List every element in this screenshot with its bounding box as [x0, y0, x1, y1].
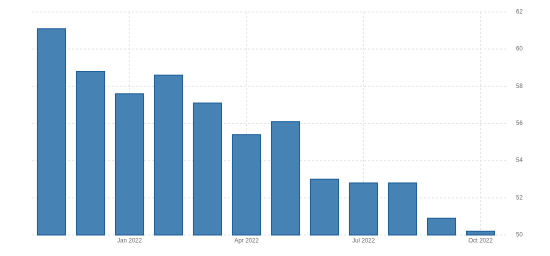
x-tick-label: Apr 2022	[234, 239, 259, 245]
bar	[270, 121, 301, 236]
x-tick-label: Oct 2022	[468, 239, 493, 245]
y-tick-label: 52	[516, 195, 523, 201]
y-tick-label: 62	[516, 10, 523, 16]
x-tick-label: Jul 2022	[352, 239, 375, 245]
y-tick-label: 58	[516, 84, 523, 90]
x-tick-label: Jan 2022	[117, 239, 142, 245]
y-tick-label: 56	[516, 121, 523, 127]
bar	[192, 102, 223, 236]
bar	[114, 93, 145, 236]
bar	[36, 28, 67, 236]
bar	[75, 70, 106, 236]
y-tick-label: 54	[516, 158, 523, 164]
bar	[348, 182, 379, 236]
y-tick-label: 60	[516, 47, 523, 53]
bar	[387, 182, 418, 236]
bar	[153, 74, 184, 236]
y-tick-label: 50	[516, 233, 523, 239]
bar	[426, 217, 457, 236]
bar	[465, 230, 496, 236]
bar	[231, 134, 262, 236]
bar	[309, 178, 340, 236]
